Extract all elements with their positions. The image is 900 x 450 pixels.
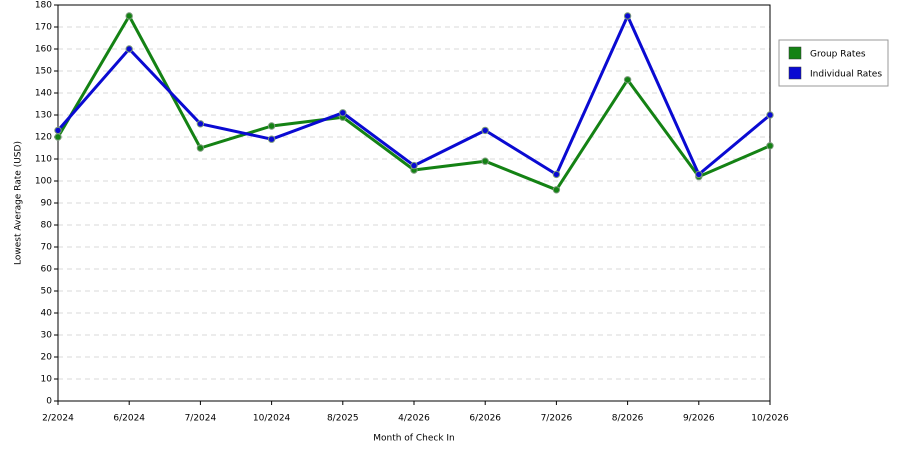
- legend-label: Individual Rates: [810, 70, 882, 80]
- plot-frame: [57, 4, 771, 402]
- data-point: [125, 12, 133, 20]
- data-point: [481, 126, 489, 135]
- data-point: [54, 126, 62, 135]
- x-tick-label: 7/2024: [185, 414, 217, 424]
- y-tick-label: 100: [35, 177, 52, 187]
- data-point: [267, 135, 276, 143]
- x-tick-label: 4/2026: [398, 414, 430, 424]
- data-point: [196, 120, 205, 128]
- y-axis-label: Lowest Average Rate (USD): [14, 141, 24, 265]
- y-tick-label: 130: [35, 111, 52, 121]
- data-point: [125, 45, 133, 53]
- data-point: [410, 161, 418, 170]
- y-tick-label: 60: [41, 265, 53, 275]
- y-tick-label: 140: [35, 89, 52, 99]
- data-point: [766, 111, 774, 119]
- y-tick-label: 110: [35, 155, 52, 165]
- data-point: [339, 109, 347, 117]
- y-tick-label: 180: [35, 1, 52, 11]
- y-tick-label: 160: [35, 45, 52, 55]
- data-point: [481, 157, 489, 165]
- x-tick-label: 10/2026: [751, 414, 789, 424]
- y-tick-label: 120: [35, 133, 52, 143]
- series-line: [56, 14, 771, 176]
- legend-swatch: [788, 66, 802, 80]
- data-point: [552, 170, 561, 179]
- x-axis-label: Month of Check In: [373, 434, 455, 444]
- data-point: [623, 12, 632, 20]
- legend-swatch: [788, 46, 802, 60]
- y-tick-label: 170: [35, 23, 52, 33]
- y-tick-label: 70: [41, 243, 53, 253]
- y-tick-label: 30: [41, 331, 53, 341]
- y-tick-label: 40: [41, 309, 53, 319]
- x-tick-label: 9/2026: [683, 414, 715, 424]
- x-tick-label: 7/2026: [541, 414, 573, 424]
- x-tick-label: 8/2025: [327, 414, 359, 424]
- y-tick-label: 50: [41, 287, 53, 297]
- y-tick-label: 10: [41, 375, 53, 385]
- legend-label: Group Rates: [810, 50, 866, 60]
- y-tick-label: 80: [41, 221, 53, 231]
- data-point: [552, 186, 561, 194]
- data-point: [695, 170, 703, 179]
- data-point: [196, 144, 205, 152]
- x-tick-label: 6/2024: [113, 414, 145, 424]
- data-point: [623, 76, 632, 84]
- x-tick-label: 8/2026: [612, 414, 644, 424]
- y-tick-label: 20: [41, 353, 53, 363]
- data-point: [54, 133, 62, 141]
- x-tick-label: 6/2026: [469, 414, 501, 424]
- y-tick-label: 0: [46, 397, 52, 407]
- data-point: [766, 142, 774, 150]
- y-tick-label: 150: [35, 67, 52, 77]
- x-tick-label: 10/2024: [253, 414, 291, 424]
- y-tick-label: 90: [41, 199, 53, 209]
- x-tick-label: 2/2024: [42, 414, 74, 424]
- data-point: [267, 122, 276, 130]
